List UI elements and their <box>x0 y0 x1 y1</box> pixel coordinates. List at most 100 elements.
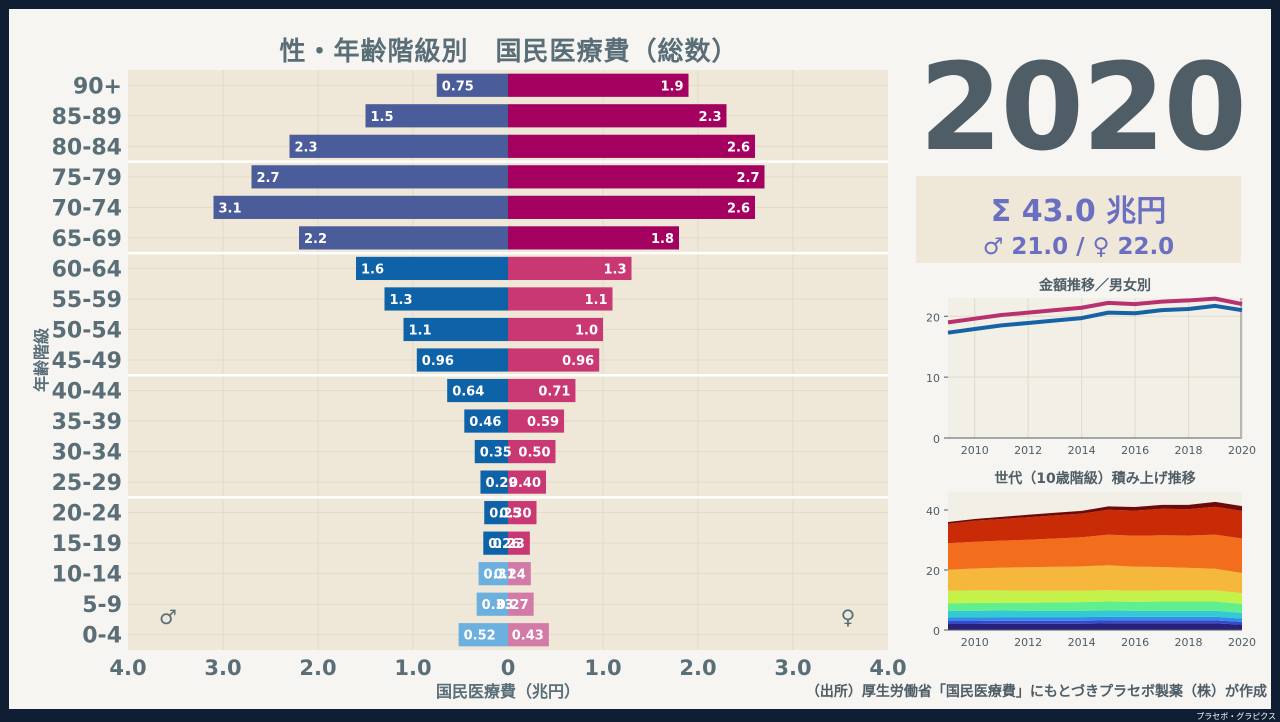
age-tick-label: 65-69 <box>52 227 122 252</box>
area-x-tick-label: 2010 <box>961 636 989 649</box>
male-bar <box>213 195 508 219</box>
x-tick-label: 3.0 <box>774 656 811 680</box>
female-value-label: 0.50 <box>518 446 550 461</box>
male-value-label: 0.26 <box>488 537 520 552</box>
female-value-label: 1.3 <box>603 262 626 277</box>
area-chart-title: 世代（10歳階級）積み上げ推移 <box>994 470 1195 487</box>
age-tick-label: 85-89 <box>52 105 122 130</box>
x-tick-label: 1.0 <box>584 656 621 680</box>
age-tick-label: 45-49 <box>52 349 122 374</box>
female-bar <box>508 256 632 281</box>
age-tick-label: 75-79 <box>52 166 122 191</box>
age-tick-label: 70-74 <box>52 196 122 221</box>
female-value-label: 0.23 <box>493 537 525 552</box>
male-value-label: 0.96 <box>422 354 454 369</box>
female-value-label: 2.7 <box>736 171 759 186</box>
line-y-tick-label: 10 <box>926 372 940 385</box>
female-bar <box>508 470 546 494</box>
total-sum: Σ 43.0 兆円 <box>990 194 1167 229</box>
male-bar <box>458 623 508 647</box>
line-y-tick-label: 0 <box>933 433 940 446</box>
male-bar <box>289 134 508 158</box>
age-tick-label: 30-34 <box>52 441 122 466</box>
female-value-label: 1.8 <box>651 232 674 247</box>
male-value-label: 0.75 <box>442 79 474 94</box>
female-bar <box>508 439 556 464</box>
x-tick-label: 4.0 <box>109 656 146 680</box>
female-bar <box>508 348 600 372</box>
female-bar <box>508 317 603 342</box>
age-tick-label: 60-64 <box>52 257 122 282</box>
area-y-tick-label: 20 <box>926 565 940 578</box>
age-tick-label: 10-14 <box>52 563 122 588</box>
male-bar <box>480 470 508 494</box>
total-by-sex: ♂ 21.0 / ♀ 22.0 <box>982 234 1175 260</box>
line-y-tick-label: 20 <box>926 311 940 324</box>
female-value-label: 1.1 <box>584 293 607 308</box>
area-x-tick-label: 2020 <box>1228 636 1256 649</box>
age-tick-label: 50-54 <box>52 318 122 343</box>
male-bar <box>476 592 508 616</box>
area-layer-0-9 <box>948 623 1242 630</box>
male-value-label: 0.25 <box>489 507 521 522</box>
totals-panel: Σ 43.0 兆円 ♂ 21.0 / ♀ 22.0 <box>916 176 1241 263</box>
female-value-label: 1.0 <box>575 323 598 338</box>
female-bar <box>508 73 689 97</box>
male-bar <box>436 73 508 97</box>
female-value-label: 0.96 <box>562 354 594 369</box>
line-x-tick-label: 2016 <box>1121 444 1149 457</box>
female-value-label: 2.6 <box>727 140 750 155</box>
male-value-label: 0.52 <box>464 629 496 644</box>
male-bar <box>365 104 508 128</box>
source-credit: （出所）厚生労働省「国民医療費」にもとづきプラセボ製薬（株）が作成 <box>805 684 1267 700</box>
age-tick-label: 0-4 <box>82 624 122 649</box>
male-value-label: 3.1 <box>219 201 242 216</box>
female-value-label: 0.27 <box>497 598 529 613</box>
female-bar <box>508 104 727 128</box>
male-value-label: 0.46 <box>469 415 501 430</box>
female-bar <box>508 378 576 403</box>
line-x-tick-label: 2018 <box>1175 444 1203 457</box>
female-bar <box>508 592 534 616</box>
male-bar <box>356 256 508 281</box>
male-value-label: 1.3 <box>390 293 413 308</box>
area-y-tick-label: 40 <box>926 505 940 518</box>
female-bar <box>508 287 613 311</box>
male-bar <box>299 226 508 250</box>
x-tick-label: 4.0 <box>869 656 906 680</box>
age-tick-label: 15-19 <box>52 532 122 557</box>
male-bar <box>447 378 508 403</box>
male-bar <box>403 317 508 342</box>
male-symbol: ♂ <box>159 605 177 629</box>
male-bar <box>478 562 508 586</box>
female-bar <box>508 409 565 433</box>
male-bar <box>484 501 508 525</box>
line-plot-background <box>948 298 1242 438</box>
x-tick-label: 2.0 <box>299 656 336 680</box>
female-bar <box>508 226 679 250</box>
age-tick-label: 90+ <box>73 74 122 99</box>
age-tick-label: 35-39 <box>52 410 122 435</box>
chart-title: 性・年齢階級別 国民医療費（総数） <box>279 37 739 67</box>
age-tick-label: 40-44 <box>52 380 122 405</box>
area-layer-30-39 <box>948 610 1242 619</box>
area-layer-10-19 <box>948 620 1242 625</box>
female-value-label: 2.6 <box>727 201 750 216</box>
age-tick-label: 20-24 <box>52 502 122 527</box>
x-axis-label: 国民医療費（兆円） <box>436 682 580 701</box>
x-tick-label: 3.0 <box>204 656 241 680</box>
area-layer-50-59 <box>948 590 1242 604</box>
area-layer-60-69 <box>948 565 1242 594</box>
female-value-label: 0.43 <box>512 629 544 644</box>
female-value-label: 0.30 <box>499 507 531 522</box>
x-tick-label: 2.0 <box>679 656 716 680</box>
female-symbol: ♀ <box>841 605 856 629</box>
female-bar <box>508 134 755 158</box>
area-x-tick-label: 2014 <box>1068 636 1096 649</box>
female-bar <box>508 531 530 555</box>
year-label: 2020 <box>919 39 1247 178</box>
female-bar <box>508 501 537 525</box>
age-tick-label: 80-84 <box>52 135 122 160</box>
